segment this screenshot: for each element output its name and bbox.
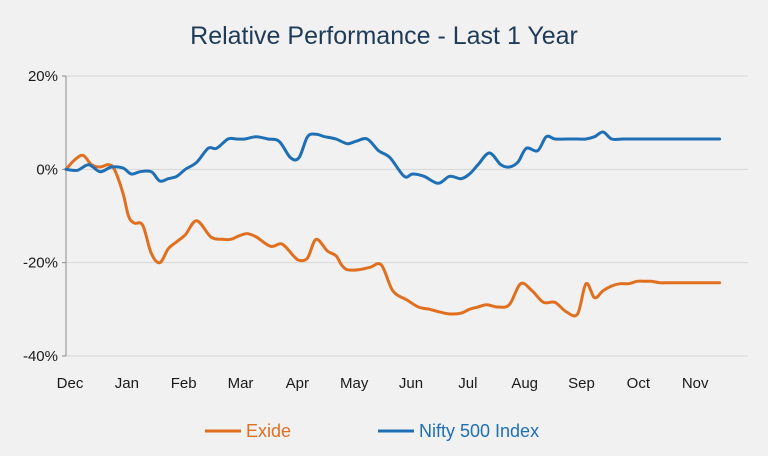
series-line-nifty-500-index — [64, 130, 722, 185]
x-tick-label: Nov — [682, 375, 709, 392]
y-tick-label: 20% — [28, 68, 58, 85]
x-tick-label: Apr — [286, 375, 309, 392]
x-tick-label: Jun — [399, 375, 423, 392]
x-tick-label: Dec — [57, 375, 84, 392]
x-tick-label: Sep — [568, 375, 595, 392]
grid-lines — [66, 75, 748, 357]
series-line-exide — [64, 153, 722, 318]
x-tick-label: Jan — [115, 375, 139, 392]
x-tick-label: Jul — [458, 375, 477, 392]
chart-title: Relative Performance - Last 1 Year — [190, 22, 578, 50]
y-tick-label: 0% — [36, 161, 58, 178]
y-tick-labels: 20% 0% -20% -40% — [23, 68, 58, 365]
legend: Exide Nifty 500 Index — [205, 421, 539, 441]
x-tick-label: Feb — [171, 375, 197, 392]
x-tick-label: Aug — [511, 375, 538, 392]
y-tick-label: -20% — [23, 255, 58, 272]
legend-label-nifty-500-index: Nifty 500 Index — [419, 421, 539, 441]
series-lines — [64, 130, 722, 318]
x-tick-label: Mar — [228, 375, 254, 392]
y-tick-label: -40% — [23, 348, 58, 365]
x-tick-labels: Dec Jan Feb Mar Apr May Jun Jul Aug Sep Oct Nov — [57, 375, 709, 392]
x-tick-label: Oct — [627, 375, 651, 392]
axes — [62, 75, 67, 357]
legend-label-exide: Exide — [246, 421, 291, 441]
x-tick-label: May — [340, 375, 369, 392]
